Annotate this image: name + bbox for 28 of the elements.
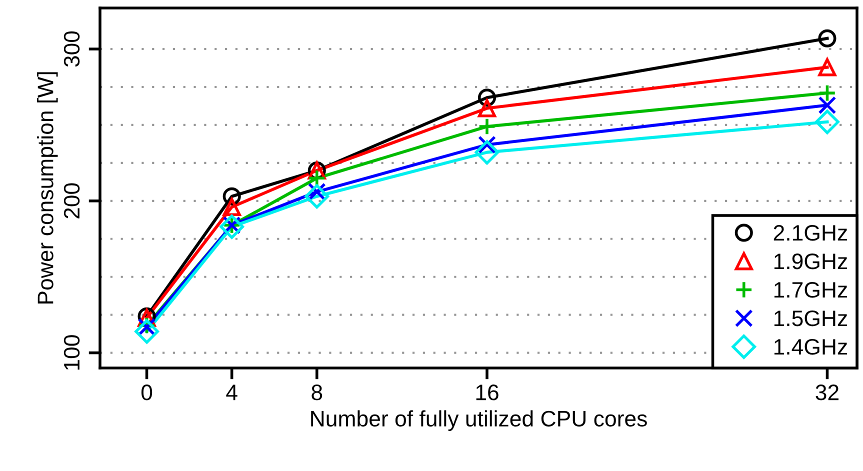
point [815,110,840,134]
y-axis-title: Power consumption [W] [37,72,58,304]
point [474,140,500,164]
x-tick-label: 8 [312,384,322,400]
point [818,96,836,114]
point [478,99,496,118]
x-tick-label: 0 [141,384,152,400]
legend-label: 1.9GHz [774,254,848,270]
x-tick-label: 4 [226,384,238,400]
point [304,184,330,209]
point [818,84,836,102]
legend-label: 1.5GHz [774,310,848,326]
point [818,58,836,76]
y-tick-label: 300 [64,31,80,67]
point [134,319,159,344]
legend-label: 2.1GHz [774,225,848,241]
y-tick-label: 200 [64,183,80,218]
y-tick-label: 100 [64,335,80,370]
point [478,88,496,107]
point [478,117,496,136]
point [818,29,836,48]
legend-label: 1.7GHz [774,282,848,298]
point [220,214,244,239]
point [222,198,241,216]
legend-label: 1.4GHz [774,338,848,355]
x-axis-title: Number of fully utilized CPU cores [311,410,647,431]
x-tick-label: 16 [476,384,498,400]
x-tick-label: 32 [816,384,838,400]
